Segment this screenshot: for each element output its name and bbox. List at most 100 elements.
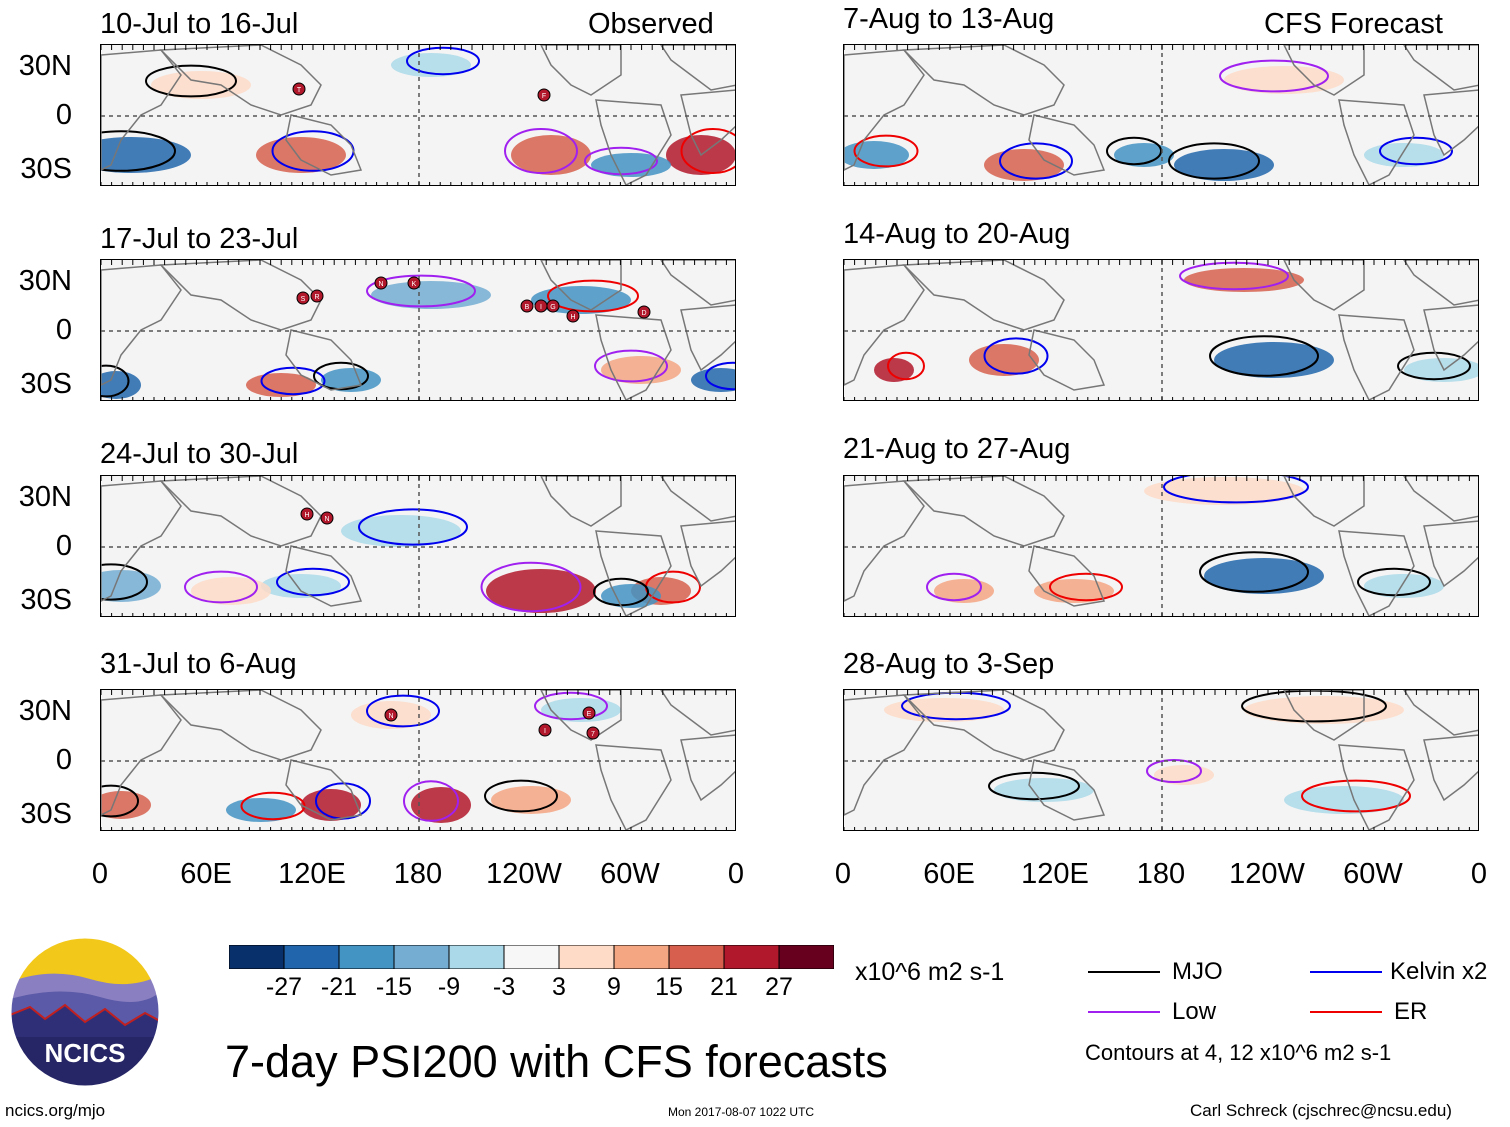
panel-8-period: 28-Aug to 3-Sep xyxy=(843,648,1055,680)
coastline xyxy=(595,314,672,400)
coastline xyxy=(844,694,925,816)
psi-anomaly-shading xyxy=(256,137,346,173)
colorbar-swatch xyxy=(778,945,834,969)
psi-anomaly-shading xyxy=(984,149,1064,181)
wave-contour xyxy=(1397,351,1471,381)
coastline xyxy=(1283,476,1365,527)
wave-contour xyxy=(1146,759,1202,783)
tropical-cyclone-marker: H xyxy=(566,309,580,323)
wave-contour xyxy=(1049,572,1123,602)
coastline xyxy=(660,260,735,306)
storm-letter: H xyxy=(570,314,575,321)
coastline xyxy=(1028,329,1106,391)
legend-mjo-label: MJO xyxy=(1172,958,1223,985)
coastline xyxy=(844,49,925,171)
psi-anomaly-shading xyxy=(1154,765,1214,785)
wave-contour xyxy=(887,351,925,381)
psi-anomaly-shading xyxy=(101,137,191,173)
wave-contour xyxy=(313,361,369,391)
coastline xyxy=(680,304,735,372)
map-panel-2: N K S R B I G H D xyxy=(100,259,736,401)
colorbar-swatch xyxy=(393,945,450,969)
psi-anomaly-shading xyxy=(1364,574,1444,598)
wave-contour xyxy=(1179,261,1289,291)
storm-letter: T xyxy=(297,87,302,94)
psi-anomaly-shading xyxy=(1364,143,1444,167)
coastline xyxy=(902,476,1065,547)
lat-label-30s: 30S xyxy=(20,798,72,830)
coastline xyxy=(1283,690,1365,741)
psi-anomaly-shading xyxy=(591,153,671,177)
tropical-cyclone-marker: I xyxy=(534,299,548,313)
wave-contour xyxy=(1106,136,1162,166)
wave-contour xyxy=(101,563,148,601)
wave-contour xyxy=(276,567,350,597)
wave-contour xyxy=(983,337,1049,375)
wave-contour xyxy=(403,780,459,822)
footer-url[interactable]: ncics.org/mjo xyxy=(5,1101,106,1120)
tropical-cyclone-marker: B xyxy=(520,299,534,313)
coastline xyxy=(1423,520,1478,588)
lon-label: 120E xyxy=(278,858,346,890)
lat-label-30n: 30N xyxy=(18,265,72,297)
coastline xyxy=(285,759,363,821)
panel-3-period: 24-Jul to 30-Jul xyxy=(100,438,299,470)
colorbar-tick-label: -9 xyxy=(437,973,461,1001)
wave-contour xyxy=(484,779,558,813)
wave-contour xyxy=(1219,59,1329,93)
wave-contour xyxy=(1199,551,1309,593)
colorbar-swatch xyxy=(448,945,505,969)
psi-anomaly-shading xyxy=(1284,786,1404,814)
lon-label: 120W xyxy=(486,858,562,890)
tropical-cyclone-marker: H xyxy=(300,507,314,521)
coastline xyxy=(660,476,735,522)
psi-anomaly-shading xyxy=(994,778,1094,802)
psi-anomaly-shading xyxy=(691,368,735,392)
wave-contour xyxy=(534,691,608,721)
storm-letter: N xyxy=(324,516,329,523)
psi-anomaly-shading xyxy=(411,787,471,823)
colorbar-tick-label: 3 xyxy=(552,973,566,1001)
tropical-cyclone-marker: N xyxy=(374,276,388,290)
lon-label: 0 xyxy=(834,858,852,890)
lat-label-30s: 30S xyxy=(20,368,72,400)
wave-contour xyxy=(358,508,468,546)
panel-7-period: 21-Aug to 27-Aug xyxy=(843,433,1071,465)
coastline xyxy=(101,264,182,386)
colorbar-tick-label: -21 xyxy=(320,973,358,1001)
coastline xyxy=(902,260,1065,331)
colorbar-swatch xyxy=(229,945,285,969)
footer-author: Carl Schreck (cjschrec@ncsu.edu) xyxy=(1190,1101,1452,1120)
coastline xyxy=(660,45,735,91)
tropical-cyclone-marker: T xyxy=(292,82,306,96)
psi-anomaly-shading xyxy=(511,135,591,175)
colorbar-swatch xyxy=(338,945,395,969)
colorbar-tick-label: -27 xyxy=(265,973,303,1001)
coastline xyxy=(595,744,672,830)
storm-letter: N xyxy=(388,713,393,720)
colorbar-tick-label: 9 xyxy=(607,973,621,1001)
wave-contour xyxy=(480,561,582,613)
lat-label-30n: 30N xyxy=(18,481,72,513)
colorbar xyxy=(229,945,834,969)
lat-label-0: 0 xyxy=(55,314,72,346)
lon-label: 120W xyxy=(1229,858,1305,890)
colorbar-tick-label: 21 xyxy=(710,973,738,1001)
coastline xyxy=(680,734,735,802)
map-panel-7 xyxy=(843,475,1479,617)
storm-letter: F xyxy=(542,93,546,100)
coastline xyxy=(1028,759,1106,821)
coastline xyxy=(101,694,182,816)
wave-contour xyxy=(988,771,1080,801)
psi-anomaly-shading xyxy=(1184,268,1304,292)
panel-5-period: 7-Aug to 13-Aug xyxy=(843,3,1055,35)
wave-contour xyxy=(1168,142,1260,180)
lat-label-30n: 30N xyxy=(18,50,72,82)
wave-contour xyxy=(853,134,919,168)
wave-contour xyxy=(101,130,176,172)
coastline xyxy=(159,45,322,116)
wave-contour xyxy=(999,142,1073,180)
wave-contour xyxy=(1163,476,1309,504)
tropical-cyclone-marker: S xyxy=(296,291,310,305)
coastline xyxy=(1403,690,1478,736)
